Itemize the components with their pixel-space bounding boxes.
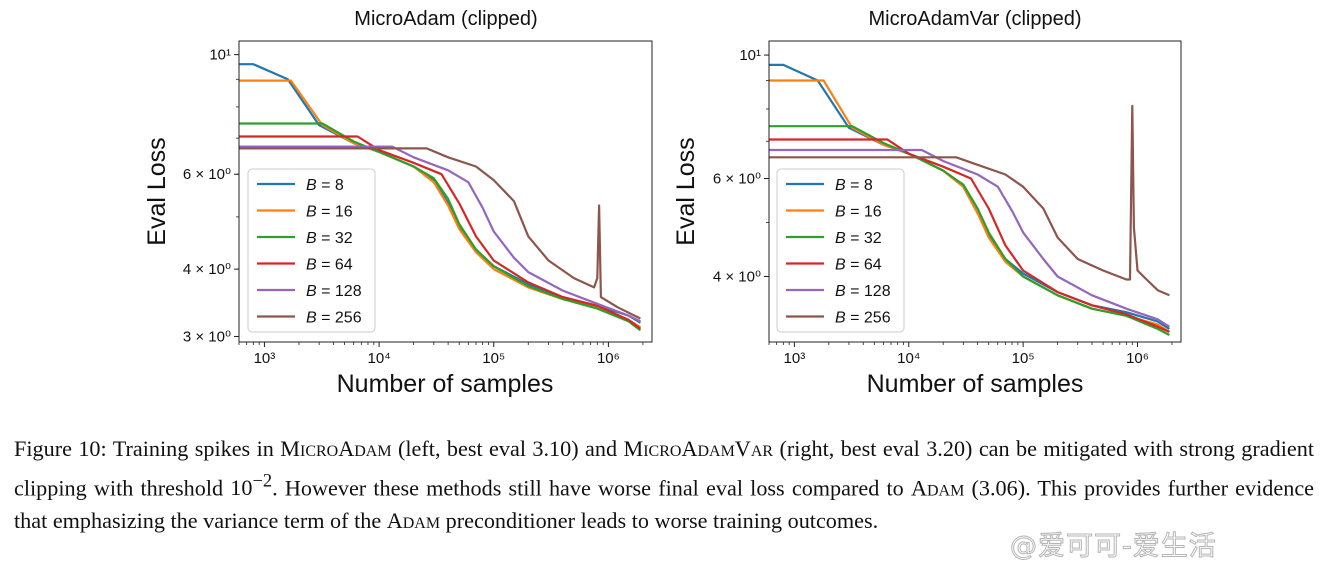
legend-label-b32: B = 32 <box>306 230 353 247</box>
y-axis-label: Eval Loss <box>672 137 700 245</box>
x-tick-label: 10⁶ <box>597 350 620 367</box>
watermark: @爱可可-爱生活 <box>1010 531 1217 563</box>
y-tick-label: 4 × 10⁰ <box>183 261 231 278</box>
figure-label: Figure 10: <box>14 436 107 461</box>
legend-label-b16: B = 16 <box>835 204 882 221</box>
figure-charts: 10³ 10⁴ 10⁵ 10⁶ 3 × 10⁰ 4 × 10⁰ 6 × 10⁰ 10¹ B = … <box>143 8 1182 398</box>
legend-label-b16: B = 16 <box>306 204 353 221</box>
x-tick-label: 10³ <box>784 350 806 367</box>
y-tick-label: 10¹ <box>739 47 761 64</box>
x-axis-label: Number of samples <box>337 370 554 398</box>
y-axis-label: Eval Loss <box>143 137 171 245</box>
x-tick-label: 10⁵ <box>482 350 505 367</box>
method-name-microadamvar: MicroAdamVar <box>623 436 774 461</box>
x-tick-label: 10⁵ <box>1012 350 1035 367</box>
legend-label-b256: B = 256 <box>835 310 891 327</box>
y-tick-label: 6 × 10⁰ <box>713 171 761 188</box>
chart-title: MicroAdamVar (clipped) <box>868 8 1081 30</box>
series-line-b64 <box>769 138 1170 333</box>
series-line-b32 <box>239 122 642 332</box>
series-group <box>769 63 1170 336</box>
legend-label-b32: B = 32 <box>835 230 882 247</box>
legend-label-b64: B = 64 <box>306 257 353 274</box>
legend-label-b8: B = 8 <box>306 177 344 194</box>
plot-frame <box>768 40 1182 343</box>
series-line-b256 <box>769 104 1170 297</box>
series-line-b256 <box>239 147 641 320</box>
method-name-adam: Adam <box>910 474 965 500</box>
chart-panel-1: 10³ 10⁴ 10⁵ 10⁶ 3 × 10⁰ 4 × 10⁰ 6 × 10⁰ 10¹ B = … <box>143 8 653 398</box>
legend-label-b8: B = 8 <box>835 177 873 194</box>
method-name-microadam: MicroAdam <box>280 436 392 461</box>
series-group <box>239 63 642 332</box>
y-tick-label: 4 × 10⁰ <box>713 268 761 285</box>
series-line-b64 <box>239 135 642 330</box>
legend-label-b256: B = 256 <box>306 310 362 327</box>
chart-panel-2: 10³ 10⁴ 10⁵ 10⁶ 4 × 10⁰ 6 × 10⁰ 10¹ B = 8 B = 16… <box>672 8 1182 398</box>
x-tick-label: 10⁶ <box>1126 350 1149 367</box>
legend-label-b64: B = 64 <box>835 257 882 274</box>
x-axis-label: Number of samples <box>867 370 1084 398</box>
y-tick-label: 6 × 10⁰ <box>183 166 231 183</box>
legend-label-b128: B = 128 <box>306 283 362 300</box>
x-tick-label: 10⁴ <box>368 350 391 367</box>
chart-title: MicroAdam (clipped) <box>354 8 537 30</box>
figure-caption: Figure 10: Training spikes in MicroAdam … <box>14 436 1315 534</box>
x-tick-label: 10⁴ <box>897 350 920 367</box>
legend-label-b128: B = 128 <box>835 283 891 300</box>
series-line-b128 <box>239 145 641 323</box>
method-name-adam-2: Adam <box>386 508 441 534</box>
y-tick-label: 3 × 10⁰ <box>183 328 231 345</box>
clip-threshold: 10−2 <box>230 471 273 500</box>
plot-frame <box>238 40 653 343</box>
x-tick-label: 10³ <box>254 350 276 367</box>
series-line-b128 <box>769 148 1170 328</box>
y-tick-label: 10¹ <box>209 47 231 64</box>
series-line-b32 <box>769 125 1170 336</box>
